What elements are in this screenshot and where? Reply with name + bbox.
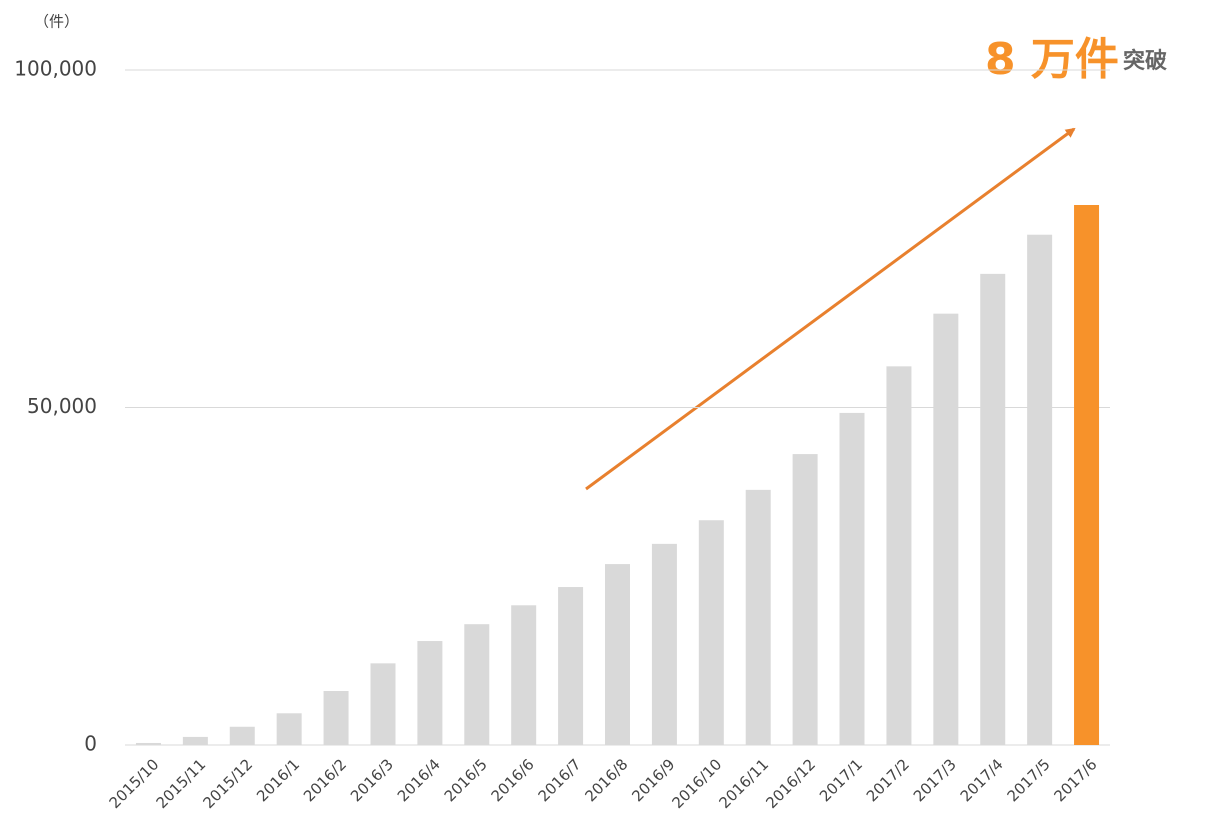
- bar: [933, 313, 959, 745]
- bar: [558, 587, 584, 745]
- x-tick-label: 2016/1: [253, 755, 303, 805]
- x-tick-label: 2016/12: [762, 755, 819, 812]
- x-tick-label: 2017/6: [1051, 755, 1101, 805]
- bar: [135, 742, 161, 745]
- x-tick-label: 2017/2: [863, 755, 913, 805]
- x-tick-label: 2016/7: [535, 755, 585, 805]
- x-tick-label: 2016/8: [581, 755, 631, 805]
- bar: [464, 624, 490, 745]
- bar: [839, 412, 865, 745]
- bar: [276, 713, 302, 745]
- x-tick-label: 2015/11: [153, 755, 210, 812]
- unit-label: （件）: [34, 13, 79, 31]
- x-tick-label: 2016/4: [394, 755, 444, 805]
- trend-arrow: [585, 127, 1076, 491]
- bar: [745, 489, 771, 745]
- x-tick-label: 2016/2: [300, 755, 350, 805]
- x-tick-label: 2016/10: [669, 755, 726, 812]
- bar: [1074, 205, 1100, 745]
- bar: [886, 366, 912, 745]
- y-tick-label: 50,000: [27, 394, 97, 418]
- bar: [229, 726, 255, 745]
- x-tick-label: 2016/5: [441, 755, 491, 805]
- y-tick-label: 0: [84, 732, 97, 756]
- bar: [698, 520, 724, 745]
- x-tick-label: 2017/1: [816, 755, 866, 805]
- bar: [792, 454, 818, 745]
- bar: [370, 663, 396, 745]
- x-tick-label: 2017/5: [1004, 755, 1054, 805]
- x-tick-label: 2017/3: [910, 755, 960, 805]
- x-tick-label: 2015/12: [199, 755, 256, 812]
- annotation: 8 万件 突破: [985, 34, 1167, 85]
- y-tick-label: 100,000: [14, 57, 97, 81]
- bar: [980, 273, 1006, 745]
- x-tick-label: 2017/4: [957, 755, 1007, 805]
- x-tick-label: 2015/10: [106, 755, 163, 812]
- bar: [651, 543, 677, 745]
- bar: [1027, 234, 1053, 745]
- annotation-main: 8 万件: [985, 34, 1119, 85]
- bar: [323, 691, 349, 745]
- bar: [417, 641, 443, 745]
- bar: [605, 564, 630, 745]
- x-tick-label: 2016/6: [488, 755, 538, 805]
- x-tick-label: 2016/3: [347, 755, 397, 805]
- annotation-suffix: 突破: [1123, 48, 1167, 74]
- x-tick-label: 2016/11: [715, 755, 772, 812]
- bar: [511, 605, 537, 745]
- bar: [182, 736, 208, 745]
